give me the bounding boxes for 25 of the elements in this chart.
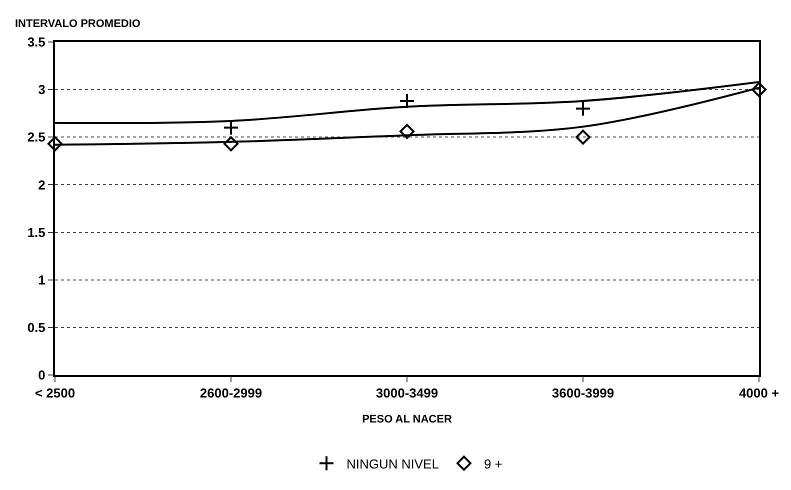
point: [576, 130, 590, 145]
y-tick-label: 3.5: [27, 34, 46, 50]
point: [48, 136, 62, 152]
y-tick-label: 0: [38, 368, 46, 383]
x-tick-label: 4000 +: [738, 386, 780, 401]
y-axis-title: INTERVALO PROMEDIO: [15, 18, 141, 30]
y-tick-label: 1.5: [27, 224, 46, 240]
x-axis-title: PESO AL NACER: [362, 413, 452, 426]
point: [575, 100, 591, 117]
y-tick-label: 2.5: [27, 130, 46, 145]
y-tick-label: 2: [38, 177, 46, 192]
point: [400, 124, 414, 139]
x-tick-label: < 2500: [34, 386, 76, 401]
x-tick-label: 2600-2999: [200, 386, 262, 401]
y-tick-label: 0.5: [27, 320, 46, 335]
y-tick-label: 3: [38, 82, 46, 98]
legend-label: NINGUN NIVEL: [346, 456, 439, 472]
point: [223, 120, 239, 136]
legend-label: 9 +: [484, 456, 502, 472]
point: [752, 82, 766, 98]
y-tick-label: 1: [38, 272, 46, 288]
x-tick-label: 3600-3999: [552, 386, 614, 401]
point: [399, 92, 415, 109]
x-tick-label: 3000-3499: [376, 386, 438, 401]
point: [224, 136, 238, 152]
